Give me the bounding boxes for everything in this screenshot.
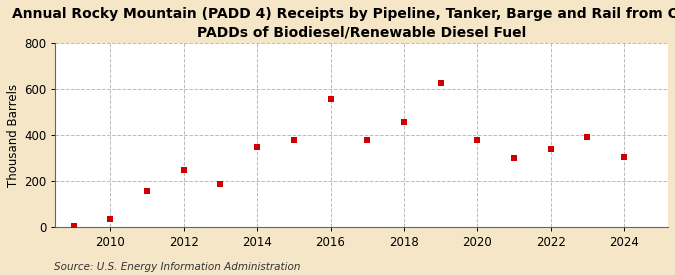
Title: Annual Rocky Mountain (PADD 4) Receipts by Pipeline, Tanker, Barge and Rail from: Annual Rocky Mountain (PADD 4) Receipts … [11, 7, 675, 39]
Text: Source: U.S. Energy Information Administration: Source: U.S. Energy Information Administ… [54, 262, 300, 272]
Point [105, 216, 116, 221]
Point [325, 97, 336, 102]
Point [142, 189, 153, 193]
Point [398, 120, 409, 125]
Point [618, 155, 629, 159]
Point [68, 224, 79, 229]
Point [508, 156, 519, 160]
Point [362, 138, 373, 142]
Point [435, 81, 446, 86]
Point [288, 138, 299, 142]
Point [472, 138, 483, 142]
Point [545, 147, 556, 151]
Point [215, 182, 226, 186]
Point [252, 144, 263, 149]
Y-axis label: Thousand Barrels: Thousand Barrels [7, 84, 20, 187]
Point [178, 168, 189, 172]
Point [582, 134, 593, 139]
